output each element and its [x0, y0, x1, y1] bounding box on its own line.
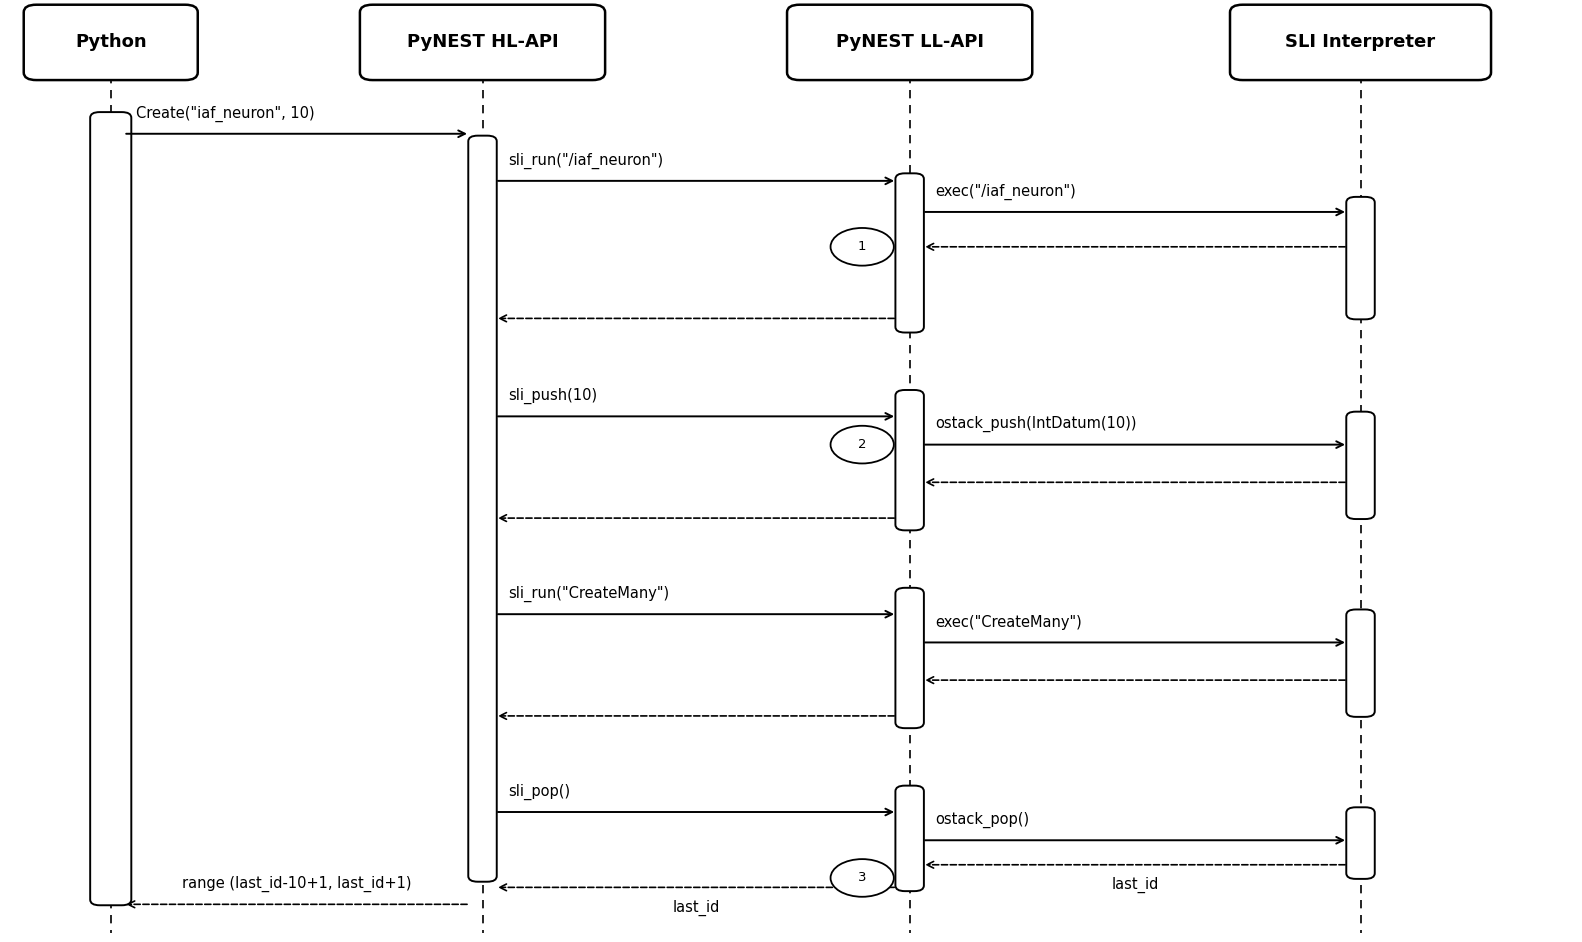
FancyBboxPatch shape: [468, 136, 497, 882]
Text: sli_run("CreateMany"): sli_run("CreateMany"): [508, 586, 669, 602]
FancyBboxPatch shape: [788, 5, 1031, 80]
Text: last_id: last_id: [672, 900, 720, 916]
Text: 1: 1: [857, 240, 867, 253]
FancyBboxPatch shape: [1346, 609, 1375, 717]
Circle shape: [831, 426, 894, 463]
Text: sli_push(10): sli_push(10): [508, 388, 596, 404]
FancyBboxPatch shape: [1346, 807, 1375, 879]
Text: 3: 3: [857, 871, 867, 885]
FancyBboxPatch shape: [24, 5, 198, 80]
Text: ostack_pop(): ostack_pop(): [935, 812, 1028, 828]
FancyBboxPatch shape: [895, 173, 924, 333]
Text: sli_run("/iaf_neuron"): sli_run("/iaf_neuron"): [508, 153, 663, 169]
Text: exec("CreateMany"): exec("CreateMany"): [935, 615, 1082, 630]
FancyBboxPatch shape: [90, 112, 131, 905]
Text: last_id: last_id: [1112, 877, 1158, 893]
Text: Create("iaf_neuron", 10): Create("iaf_neuron", 10): [136, 106, 315, 122]
Text: exec("/iaf_neuron"): exec("/iaf_neuron"): [935, 184, 1076, 200]
Text: PyNEST HL-API: PyNEST HL-API: [407, 33, 558, 52]
FancyBboxPatch shape: [895, 390, 924, 530]
Text: range (last_id-10+1, last_id+1): range (last_id-10+1, last_id+1): [182, 876, 411, 892]
FancyBboxPatch shape: [895, 786, 924, 891]
FancyBboxPatch shape: [1346, 412, 1375, 519]
Text: Python: Python: [74, 33, 147, 52]
FancyBboxPatch shape: [1346, 197, 1375, 319]
Text: PyNEST LL-API: PyNEST LL-API: [835, 33, 984, 52]
Circle shape: [831, 859, 894, 897]
Text: SLI Interpreter: SLI Interpreter: [1286, 33, 1435, 52]
Text: sli_pop(): sli_pop(): [508, 784, 570, 800]
FancyBboxPatch shape: [1231, 5, 1492, 80]
FancyBboxPatch shape: [895, 588, 924, 728]
Circle shape: [831, 228, 894, 266]
Text: 2: 2: [857, 438, 867, 451]
Text: ostack_push(IntDatum(10)): ostack_push(IntDatum(10)): [935, 416, 1136, 432]
FancyBboxPatch shape: [361, 5, 604, 80]
